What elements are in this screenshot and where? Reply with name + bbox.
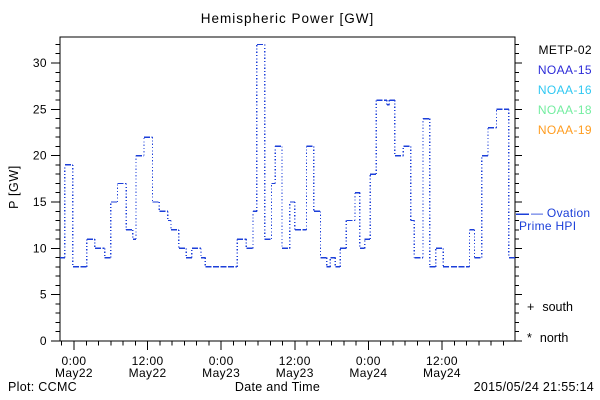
- y-tick-label: 20: [33, 149, 47, 163]
- x-tick-time-label: 12:00: [132, 354, 164, 368]
- chart-title: Hemispheric Power [GW]: [200, 11, 375, 26]
- plus-marker-icon: +: [527, 300, 535, 314]
- x-tick-time-label: 0:00: [62, 354, 87, 368]
- north-marker-key: * north: [527, 331, 568, 345]
- x-tick-date-label: May24: [349, 366, 387, 380]
- plot-source-label: Plot: CCMC: [8, 380, 77, 394]
- y-tick-label: 0: [40, 334, 47, 348]
- legend-item-noaa-18: NOAA-18: [537, 103, 592, 117]
- x-tick-time-label: 0:00: [209, 354, 234, 368]
- south-label: south: [542, 300, 573, 314]
- x-tick-time-label: 12:00: [426, 354, 458, 368]
- asterisk-marker-icon: *: [527, 331, 532, 345]
- plot-frame: [59, 36, 516, 342]
- x-tick-date-label: May23: [202, 366, 240, 380]
- y-tick-label: 30: [33, 56, 47, 70]
- x-tick-date-label: May22: [55, 366, 93, 380]
- x-tick-time-label: 0:00: [356, 354, 381, 368]
- hpi-series-steps: [60, 43, 515, 268]
- hpi-series-vertical-connectors: [64, 44, 510, 267]
- south-marker-key: + south: [527, 300, 573, 314]
- plot-timestamp: 2015/05/24 21:55:14: [473, 380, 594, 394]
- x-tick-date-label: May22: [129, 366, 167, 380]
- ovation-legend-line1: — Ovation: [531, 206, 591, 220]
- x-tick-date-label: May24: [423, 366, 461, 380]
- y-tick-label: 15: [33, 195, 47, 209]
- satellite-legend: METP-02 NOAA-15 NOAA-16 NOAA-18 NOAA-19: [520, 44, 592, 137]
- legend-item-noaa-19: NOAA-19: [537, 123, 592, 137]
- y-tick-label: 5: [40, 288, 47, 302]
- y-tick-label: 25: [33, 102, 47, 116]
- ovation-legend-line2: Prime HPI: [519, 219, 577, 233]
- x-axis-label: Date and Time: [234, 380, 321, 394]
- north-label: north: [539, 331, 569, 345]
- legend-item-metp-02: METP-02: [538, 43, 592, 57]
- x-tick-date-label: May23: [276, 366, 314, 380]
- legend-item-noaa-16: NOAA-16: [537, 83, 592, 97]
- y-axis-label: P [GW]: [7, 165, 21, 209]
- legend-item-noaa-15: NOAA-15: [537, 63, 592, 77]
- x-tick-time-label: 12:00: [279, 354, 311, 368]
- y-tick-label: 10: [33, 241, 47, 255]
